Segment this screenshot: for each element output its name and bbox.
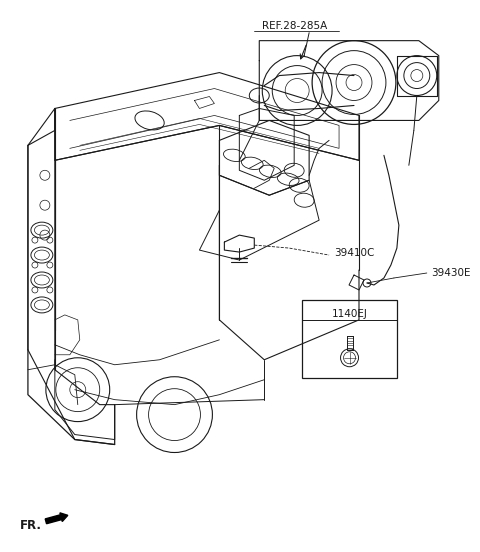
Text: REF.28-285A: REF.28-285A xyxy=(262,21,327,31)
Text: FR.: FR. xyxy=(20,519,42,532)
Bar xyxy=(302,300,397,378)
FancyArrow shape xyxy=(45,513,68,524)
Text: 39410C: 39410C xyxy=(334,248,374,258)
Text: 39430E: 39430E xyxy=(431,268,470,278)
Text: 1140EJ: 1140EJ xyxy=(332,309,368,319)
